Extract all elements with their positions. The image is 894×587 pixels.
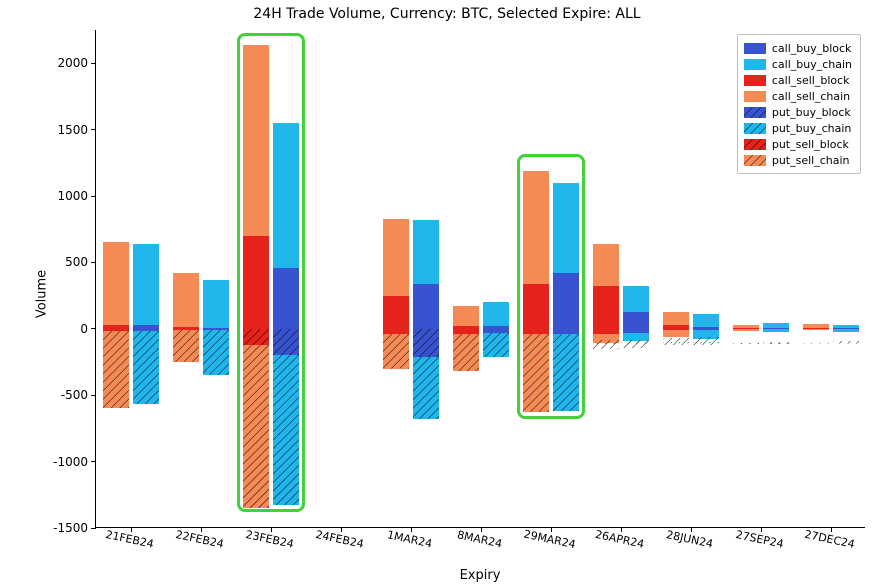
bar-call_sell_chain	[383, 219, 409, 296]
bar-call_buy_chain	[553, 183, 579, 273]
ytick-label: -500	[61, 388, 88, 402]
bar-call_sell_block	[243, 236, 269, 329]
legend-label: put_buy_chain	[772, 122, 852, 135]
bar-call_sell_chain	[243, 45, 269, 236]
legend-label: call_buy_block	[772, 42, 852, 55]
ytick-label: 1500	[57, 123, 88, 137]
bar-call_sell_block	[523, 284, 549, 329]
x-axis-label: Expiry	[95, 568, 865, 583]
bar-put_sell_chain	[523, 334, 549, 412]
trade-volume-chart: 24H Trade Volume, Currency: BTC, Selecte…	[0, 0, 894, 587]
legend-item: put_buy_block	[744, 104, 852, 120]
bar-put_sell_chain	[593, 334, 619, 343]
bar-put_buy_block	[413, 329, 439, 357]
bar-call_sell_chain	[103, 242, 129, 324]
bar-put_buy_chain	[273, 355, 299, 505]
bar-put_buy_chain	[763, 329, 789, 332]
bar-call_buy_chain	[693, 314, 719, 327]
bar-call_buy_block	[553, 273, 579, 329]
bar-call_buy_chain	[133, 244, 159, 325]
ytick-label: -1000	[53, 455, 88, 469]
legend-swatch	[744, 91, 766, 102]
bar-put_buy_chain	[203, 330, 229, 375]
legend-swatch	[744, 43, 766, 54]
ytick-label: -1500	[53, 521, 88, 535]
ytick-label: 1000	[57, 189, 88, 203]
bar-call_buy_chain	[763, 323, 789, 328]
legend-swatch	[744, 139, 766, 150]
legend-swatch	[744, 123, 766, 134]
ytick-label: 500	[65, 255, 88, 269]
ytick-label: 0	[80, 322, 88, 336]
legend-item: call_sell_block	[744, 72, 852, 88]
bar-call_buy_chain	[273, 123, 299, 268]
bar-put_buy_chain	[693, 330, 719, 339]
bar-call_buy_chain	[623, 286, 649, 311]
bar-put_sell_chain	[733, 329, 759, 330]
legend: call_buy_block call_buy_chain call_sell_bl…	[737, 34, 861, 174]
bar-put_buy_chain	[133, 331, 159, 404]
legend-swatch	[744, 155, 766, 166]
legend-item: call_buy_block	[744, 40, 852, 56]
legend-item: put_sell_block	[744, 136, 852, 152]
legend-swatch	[744, 107, 766, 118]
bar-put_buy_chain	[413, 357, 439, 419]
legend-label: call_sell_block	[772, 74, 850, 87]
bar-call_buy_block	[623, 312, 649, 329]
bar-call_buy_chain	[203, 280, 229, 328]
bar-put_sell_chain	[243, 345, 269, 508]
chart-title: 24H Trade Volume, Currency: BTC, Selecte…	[0, 6, 894, 22]
bar-call_sell_chain	[733, 325, 759, 328]
bar-put_buy_chain	[553, 334, 579, 411]
legend-label: call_buy_chain	[772, 58, 852, 71]
legend-label: call_sell_chain	[772, 90, 850, 103]
legend-swatch	[744, 75, 766, 86]
bar-put_sell_chain	[663, 330, 689, 337]
bar-call_sell_chain	[803, 324, 829, 328]
legend-swatch	[744, 59, 766, 70]
bar-put_sell_chain	[803, 329, 829, 330]
bar-put_sell_chain	[383, 334, 409, 369]
bar-call_buy_chain	[413, 220, 439, 284]
bar-call_buy_block	[413, 284, 439, 329]
bar-put_sell_chain	[453, 334, 479, 371]
legend-item: call_buy_chain	[744, 56, 852, 72]
legend-item: put_sell_chain	[744, 152, 852, 168]
bar-put_sell_chain	[103, 331, 129, 408]
legend-label: put_buy_block	[772, 106, 851, 119]
legend-item: put_buy_chain	[744, 120, 852, 136]
plot-area: call_buy_block call_buy_chain call_sell_bl…	[95, 30, 865, 528]
bar-call_buy_chain	[483, 302, 509, 326]
bar-call_sell_chain	[663, 312, 689, 325]
bar-call_sell_chain	[523, 171, 549, 284]
bar-call_sell_chain	[593, 244, 619, 286]
legend-label: put_sell_chain	[772, 154, 850, 167]
bar-put_buy_chain	[623, 333, 649, 341]
bar-call_sell_block	[383, 296, 409, 329]
legend-item: call_sell_chain	[744, 88, 852, 104]
bar-put_buy_chain	[833, 329, 859, 332]
bar-call_sell_chain	[173, 273, 199, 327]
y-axis-label: Volume	[35, 269, 50, 317]
legend-label: put_sell_block	[772, 138, 849, 151]
bar-call_buy_chain	[833, 325, 859, 328]
bar-call_sell_block	[593, 286, 619, 328]
bar-put_sell_chain	[173, 330, 199, 362]
bar-put_buy_block	[273, 329, 299, 356]
ytick-label: 2000	[57, 56, 88, 70]
bar-call_buy_block	[273, 268, 299, 329]
bar-put_sell_block	[243, 329, 269, 345]
bar-call_sell_chain	[453, 306, 479, 326]
bar-put_buy_chain	[483, 333, 509, 357]
